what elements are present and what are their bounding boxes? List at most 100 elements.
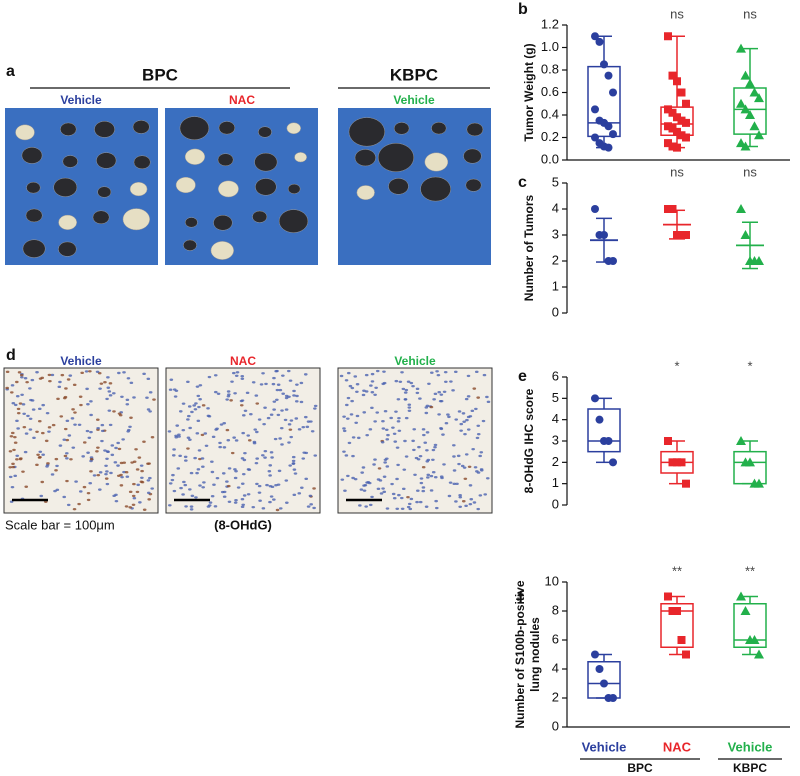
nucleus <box>295 383 299 386</box>
annotation: ns <box>670 164 684 179</box>
nucleus <box>227 500 232 503</box>
nucleus <box>106 376 110 379</box>
nucleus <box>124 505 129 508</box>
data-point <box>673 127 681 136</box>
nucleus <box>280 409 284 412</box>
nucleus <box>103 449 107 452</box>
nucleus <box>342 427 346 430</box>
nucleus <box>416 489 420 492</box>
nucleus <box>129 381 134 385</box>
data-point <box>673 143 681 152</box>
nucleus <box>140 469 144 473</box>
nucleus <box>226 390 231 393</box>
annotation: * <box>747 358 752 373</box>
nucleus <box>403 398 408 401</box>
nucleus <box>452 455 456 458</box>
tumor-photos <box>5 108 491 265</box>
nucleus <box>11 462 15 466</box>
nucleus <box>301 425 306 429</box>
nucleus <box>139 464 144 467</box>
nucleus <box>148 391 153 394</box>
nucleus <box>413 473 417 476</box>
nucleus <box>48 379 52 383</box>
data-point <box>664 32 672 41</box>
nucleus <box>71 446 76 449</box>
y-tick-label: 4 <box>552 411 559 426</box>
y-tick-label: 3 <box>552 432 559 447</box>
nucleus <box>187 414 191 418</box>
nucleus <box>221 472 226 475</box>
nucleus <box>292 468 297 471</box>
nucleus <box>346 474 350 478</box>
nucleus <box>35 371 39 374</box>
nucleus <box>429 474 434 478</box>
nucleus <box>109 471 113 475</box>
nucleus <box>466 428 471 431</box>
nucleus <box>147 498 151 501</box>
nucleus <box>86 451 90 454</box>
nucleus <box>241 472 246 476</box>
nucleus <box>5 370 10 374</box>
nucleus <box>21 403 26 406</box>
data-point <box>609 458 617 467</box>
nucleus <box>398 380 403 383</box>
data-point <box>749 121 760 131</box>
data-point <box>740 141 751 151</box>
nucleus <box>47 426 52 429</box>
nucleus <box>273 437 278 441</box>
nucleus <box>98 471 103 474</box>
nucleus <box>132 396 136 399</box>
nucleus <box>227 393 231 396</box>
nucleus <box>35 463 39 467</box>
data-point <box>740 104 751 114</box>
nucleus <box>353 477 358 481</box>
tumor <box>62 155 78 168</box>
nucleus <box>426 473 431 477</box>
data-point <box>668 458 677 467</box>
y-tick-label: 2 <box>552 252 559 267</box>
nucleus <box>454 500 458 503</box>
data-point <box>740 606 751 615</box>
nucleus <box>305 425 310 429</box>
nucleus <box>104 464 108 468</box>
nucleus <box>78 490 83 493</box>
nucleus <box>170 478 175 482</box>
nucleus <box>436 373 441 377</box>
nucleus <box>11 402 16 405</box>
nucleus <box>172 489 177 493</box>
nucleus <box>293 472 298 475</box>
tumor <box>92 210 110 225</box>
nucleus <box>267 470 272 473</box>
y-tick-label: 0.6 <box>541 84 559 99</box>
nucleus <box>269 495 274 498</box>
nucleus <box>485 395 489 399</box>
nucleus <box>404 455 409 458</box>
nucleus <box>8 450 13 453</box>
nucleus <box>472 387 477 390</box>
nucleus <box>57 385 62 389</box>
nucleus <box>297 428 302 431</box>
nucleus <box>379 492 384 495</box>
nucleus <box>262 422 266 426</box>
nucleus <box>306 505 311 508</box>
nucleus <box>15 380 19 384</box>
nucleus <box>444 422 449 425</box>
tumor <box>255 178 277 196</box>
nucleus <box>272 498 276 501</box>
tumor <box>348 117 385 147</box>
nucleus <box>117 371 121 375</box>
nucleus <box>152 398 156 401</box>
y-tick-label: 3 <box>552 226 559 241</box>
nucleus <box>375 411 380 414</box>
nucleus <box>422 433 426 437</box>
box <box>733 603 767 648</box>
nucleus <box>110 444 115 447</box>
nucleus <box>303 373 308 376</box>
nucleus <box>45 411 50 415</box>
nucleus <box>206 407 210 410</box>
nucleus <box>13 441 18 444</box>
nucleus <box>251 381 256 384</box>
nucleus <box>463 432 467 436</box>
nucleus <box>82 441 87 444</box>
nucleus <box>412 428 417 431</box>
